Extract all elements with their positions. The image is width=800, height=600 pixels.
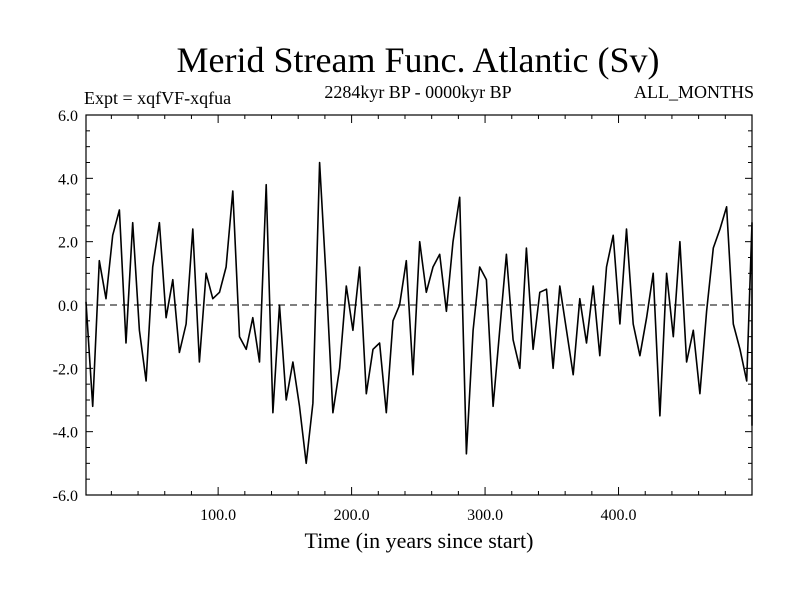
x-axis-label: Time (in years since start) <box>305 528 534 553</box>
y-tick-label: -2.0 <box>53 361 78 378</box>
y-tick-label: -4.0 <box>53 425 78 442</box>
chart-title: Merid Stream Func. Atlantic (Sv) <box>177 40 660 80</box>
series-layer <box>85 161 753 465</box>
y-tick-label: 4.0 <box>58 171 78 188</box>
x-tick-label: 400.0 <box>601 507 637 524</box>
y-tick-label: 6.0 <box>58 108 78 125</box>
y-axis: -6.0 -4.0 -2.0 0.0 2.0 4.0 6.0 <box>53 108 752 505</box>
x-tick-label: 200.0 <box>334 507 370 524</box>
x-tick-label: 300.0 <box>467 507 503 524</box>
y-tick-label: -6.0 <box>53 488 78 505</box>
experiment-label: Expt = xqfVF-xqfua <box>84 88 231 108</box>
months-label: ALL_MONTHS <box>634 82 754 102</box>
x-tick-label: 100.0 <box>200 507 236 524</box>
time-range-label: 2284kyr BP - 0000kyr BP <box>324 82 511 102</box>
series-line <box>85 161 753 465</box>
y-tick-label: 2.0 <box>58 235 78 252</box>
y-tick-label: 0.0 <box>58 298 78 315</box>
x-axis: 100.0 200.0 300.0 400.0 <box>110 115 726 524</box>
